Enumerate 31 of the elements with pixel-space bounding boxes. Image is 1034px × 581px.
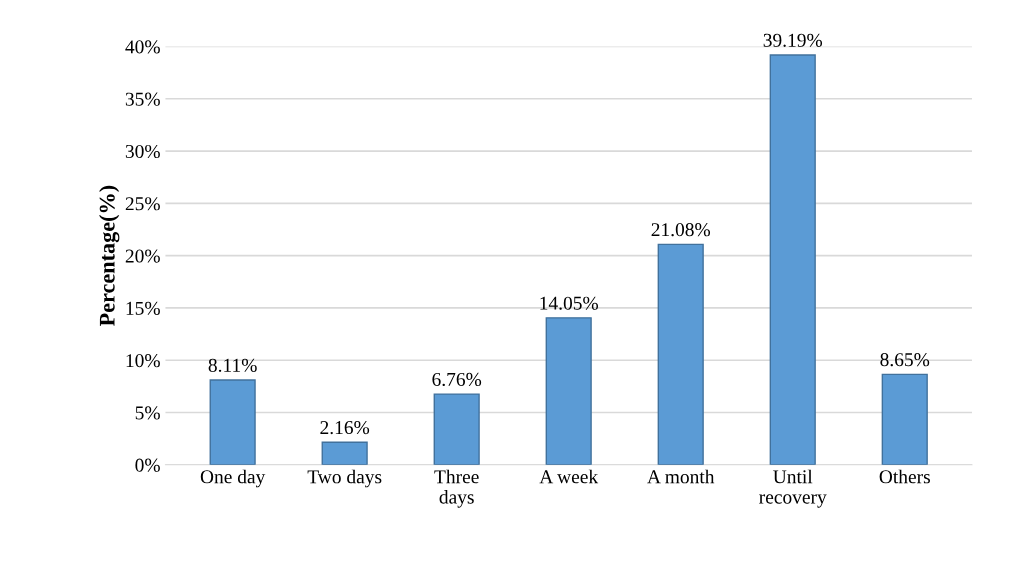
x-tick-label: Three days [434,469,479,508]
bar [321,441,368,465]
data-label: 14.05% [540,296,599,310]
x-tick-label: A week [539,469,599,484]
bar [209,379,256,465]
y-axis-title: Percentage(%) [99,185,120,327]
bar [657,243,704,465]
data-label: 8.65% [880,353,930,367]
bar [881,373,928,465]
x-tick-label: One day [200,469,266,488]
y-tick-label: 5% [135,406,160,420]
x-tick-label: Until recovery [759,469,827,508]
y-tick-label: 15% [126,301,160,315]
bar [769,54,816,465]
bar [433,393,480,465]
data-label: 8.11% [208,358,257,372]
y-tick-label: 35% [125,92,160,106]
y-tick-label: 30% [125,144,160,159]
x-tick-label: A month [647,469,715,484]
bar [545,317,592,465]
data-label: 2.16% [320,420,370,435]
y-tick-label: 10% [126,354,160,368]
x-tick-label: Others [879,469,930,484]
y-tick-label: 25% [125,197,160,211]
data-label: 39.19% [763,33,823,47]
data-label: 21.08% [651,223,711,237]
y-tick-label: 20% [125,249,160,263]
y-tick-label: 40% [125,40,160,54]
x-tick-label: Two days [307,469,382,488]
y-tick-label: 0% [135,458,160,472]
data-label: 6.76% [432,372,482,387]
